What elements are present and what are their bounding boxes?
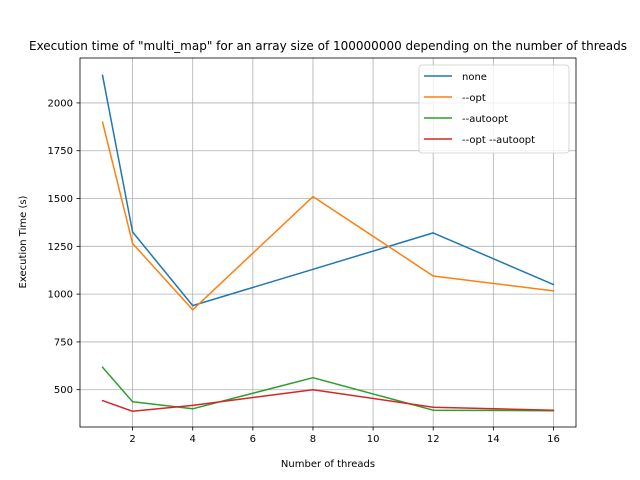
x-tick-label: 8 [310,434,316,445]
data-point [131,410,134,413]
data-point [101,366,104,368]
plot-frame [79,57,577,428]
y-tick-label: 1250 [48,242,73,253]
data-point [432,275,434,277]
series-lines [101,74,555,413]
data-point [552,283,555,286]
legend-label: --opt --autoopt [462,135,535,146]
x-tick-label: 10 [367,434,380,445]
data-point [101,74,104,76]
legend-box [418,64,570,154]
x-tick-label: 4 [190,434,196,445]
x-axis-label: Number of threads [281,459,375,470]
axis-ticks: 2 4 6 8 10 12 14 16 500 750 1000 1250 1500 1750 2000 [48,98,560,445]
x-tick-label: 2 [129,434,135,445]
data-point [101,121,104,123]
data-point [131,401,134,403]
data-point [191,408,194,410]
data-point [432,409,434,411]
series-line-4 [102,388,554,413]
legend: none --opt --autoopt --opt --autoopt [418,64,570,154]
data-point [552,409,555,411]
x-tick-label: 16 [547,434,560,445]
y-tick-label: 750 [54,337,73,348]
data-point [432,406,434,409]
data-point [312,268,314,271]
y-tick-label: 1750 [48,146,73,157]
data-point [312,195,314,198]
y-axis-label: Execution Time (s) [18,195,29,288]
series-line-2 [101,121,554,311]
legend-label: --opt [462,93,486,104]
data-point [131,242,134,245]
x-tick-label: 12 [427,434,440,445]
data-point [191,404,194,407]
data-point [131,231,134,233]
series-line-3 [101,366,554,412]
data-point [312,376,314,379]
data-point [191,304,194,307]
legend-label: --autoopt [462,114,508,125]
x-tick-label: 14 [487,434,500,445]
y-tick-label: 2000 [48,98,73,109]
data-point [552,290,555,292]
data-point [432,232,434,234]
chart-title: Execution time of "multi_map" for an arr… [29,39,627,53]
y-tick-label: 1000 [48,290,73,301]
y-tick-label: 500 [54,385,73,396]
data-point [312,388,314,391]
data-point [191,309,194,311]
x-tick-label: 6 [250,434,256,445]
legend-label: none [462,72,487,83]
data-point [101,399,104,402]
series-line-1 [101,75,554,307]
y-tick-label: 1500 [48,194,73,205]
